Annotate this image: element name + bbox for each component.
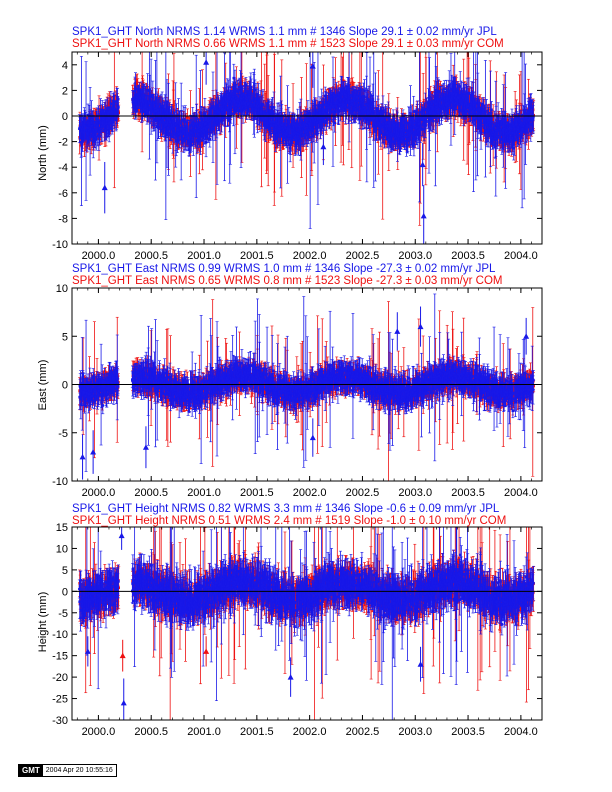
header-jpl-north: SPK1_GHT North NRMS 1.14 WRMS 1.1 mm # 1… <box>72 26 497 38</box>
plot-area <box>77 52 536 244</box>
panel-north: SPK1_GHT North NRMS 1.14 WRMS 1.1 mm # 1… <box>37 26 543 262</box>
data-point-com <box>186 115 189 119</box>
data-point-com <box>482 130 485 133</box>
data-point-com <box>136 108 140 111</box>
ylabel-north: North (mm) <box>37 125 49 181</box>
header-com-north: SPK1_GHT North NRMS 0.66 WRMS 1.1 mm # 1… <box>72 38 504 50</box>
